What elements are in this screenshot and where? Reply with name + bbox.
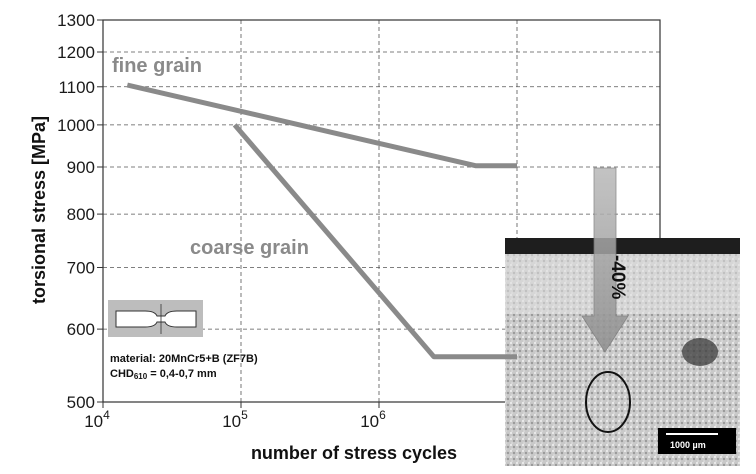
- y-tick-label: 900: [67, 158, 95, 177]
- series-line-coarse-grain: [232, 123, 517, 360]
- reduction-arrow-shape: [581, 167, 629, 353]
- x-tick-labels: 104 105 106: [84, 402, 386, 431]
- y-tick-label: 1200: [57, 43, 95, 62]
- y-tick-label: 700: [67, 258, 95, 277]
- specimen-inset: [108, 300, 203, 337]
- reduction-label: -40%: [607, 255, 628, 299]
- crack-origin-circle: [585, 371, 631, 433]
- series-lines: [126, 82, 517, 360]
- micrograph-inset: 1000 µm: [505, 238, 740, 466]
- chd-prefix: CHD: [110, 368, 134, 380]
- specimen-shape-icon: [115, 310, 197, 328]
- series-line-fine-grain: [126, 82, 517, 169]
- chd-label: CHD610 = 0,4-0,7 mm: [110, 368, 217, 381]
- series-label-coarse-grain: coarse grain: [190, 237, 309, 259]
- x-tick-label: 104: [84, 408, 110, 431]
- micrograph-dark-spot: [682, 338, 718, 366]
- x-tick-label: 105: [222, 408, 248, 431]
- y-axis-title: torsional stress [MPa]: [29, 116, 49, 304]
- micrograph-case-layer: [505, 254, 740, 314]
- y-tick-label: 1100: [58, 78, 95, 97]
- y-tick-label: 1300: [57, 11, 95, 30]
- x-tick-label: 106: [360, 408, 386, 431]
- y-tick-label: 800: [67, 205, 95, 224]
- chd-value: = 0,4-0,7 mm: [147, 368, 217, 380]
- chd-subscript: 610: [134, 372, 148, 381]
- y-tick-labels: 500 600 700 800 900 1000 1100 1200 1300: [57, 11, 103, 412]
- x-axis-title: number of stress cycles: [251, 443, 457, 463]
- material-label: material: 20MnCr5+B (ZF7B): [110, 353, 258, 365]
- y-tick-label: 600: [67, 320, 95, 339]
- y-tick-label: 1000: [57, 116, 95, 135]
- reduction-arrow: -40%: [581, 167, 629, 353]
- micrograph-dark-edge: [505, 238, 740, 254]
- scale-bar-box: [658, 428, 736, 454]
- series-label-fine-grain: fine grain: [112, 55, 202, 77]
- plot-frame: [102, 19, 661, 403]
- y-tick-label: 500: [67, 393, 95, 412]
- scale-bar-label: 1000 µm: [670, 440, 706, 450]
